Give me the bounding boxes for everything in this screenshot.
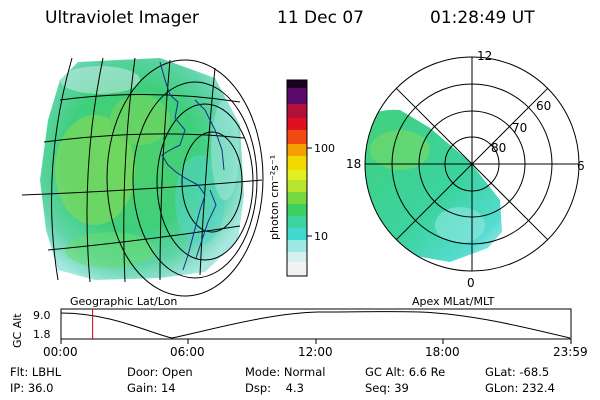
glat-label: GLat: [485,365,516,379]
mlt-label-0: 0 [467,276,475,290]
time-tick-1800: 18:00 [425,345,460,359]
ip-value: 36.0 [27,381,54,395]
geographic-grid [21,57,264,297]
colorbar [286,79,312,277]
geo-panel-label: Geographic Lat/Lon [70,295,177,308]
info-flt: Flt: LBHL [10,365,61,379]
mlt-label-6: 6 [577,159,585,173]
colorbar-unit-label: photon cm⁻²s⁻¹ [268,155,281,240]
gain-label: Gain: [127,381,158,395]
mode-value: Normal [283,365,326,379]
mlat-label-80: 80 [491,141,506,155]
geographic-image [40,58,244,280]
altitude-strip [60,308,572,344]
info-dsp: Dsp: 4.3 [245,381,304,395]
mlt-label-12: 12 [477,49,492,63]
info-glon: GLon: 232.4 [485,381,555,395]
time-tick-1200: 12:00 [298,345,333,359]
dsp-value: 4.3 [285,381,304,395]
colorbar-tick-10: 10 [314,230,328,243]
time-tick-0000: 00:00 [43,345,78,359]
seq-value: 39 [394,381,409,395]
mode-label: Mode: [245,365,281,379]
flt-label: Flt: [10,365,29,379]
coastline [159,61,225,271]
info-gain: Gain: 14 [127,381,176,395]
info-gcalt: GC Alt: 6.6 Re [365,365,445,379]
glon-value: 232.4 [521,381,555,395]
gcalt-value: 6.6 Re [408,365,446,379]
date-label: 11 Dec 07 [277,8,364,28]
info-mode: Mode: Normal [245,365,325,379]
seq-label: Seq: [365,381,391,395]
altitude-axis-label: GC Alt [11,313,24,348]
mlat-label-70: 70 [512,121,527,135]
time-tick-2359: 23:59 [553,345,588,359]
info-seq: Seq: 39 [365,381,409,395]
colorbar-tick-100: 100 [314,142,335,155]
gain-value: 14 [160,381,176,395]
info-door: Door: Open [127,365,193,379]
glon-label: GLon: [485,381,519,395]
dsp-label: Dsp: [245,381,272,395]
gcalt-label: GC Alt: [365,365,406,379]
apex-panel-label: Apex MLat/MLT [412,295,495,308]
instrument-title: Ultraviolet Imager [45,8,199,28]
glat-value: -68.5 [519,365,550,379]
mlat-label-60: 60 [536,99,551,113]
time-tick-0600: 06:00 [170,345,205,359]
polar-grid [364,56,580,272]
door-label: Door: [127,365,159,379]
info-glat: GLat: -68.5 [485,365,549,379]
door-value: Open [161,365,193,379]
altitude-min-label: 1.8 [33,328,51,341]
altitude-max-label: 9.0 [33,309,51,322]
mlt-label-18: 18 [346,157,361,171]
info-ip: IP: 36.0 [10,381,53,395]
ip-label: IP: [10,381,25,395]
time-label: 01:28:49 UT [430,8,535,28]
flt-value: LBHL [31,365,62,379]
